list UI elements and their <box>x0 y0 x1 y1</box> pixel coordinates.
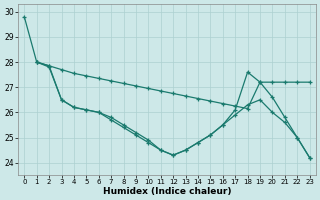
X-axis label: Humidex (Indice chaleur): Humidex (Indice chaleur) <box>103 187 231 196</box>
